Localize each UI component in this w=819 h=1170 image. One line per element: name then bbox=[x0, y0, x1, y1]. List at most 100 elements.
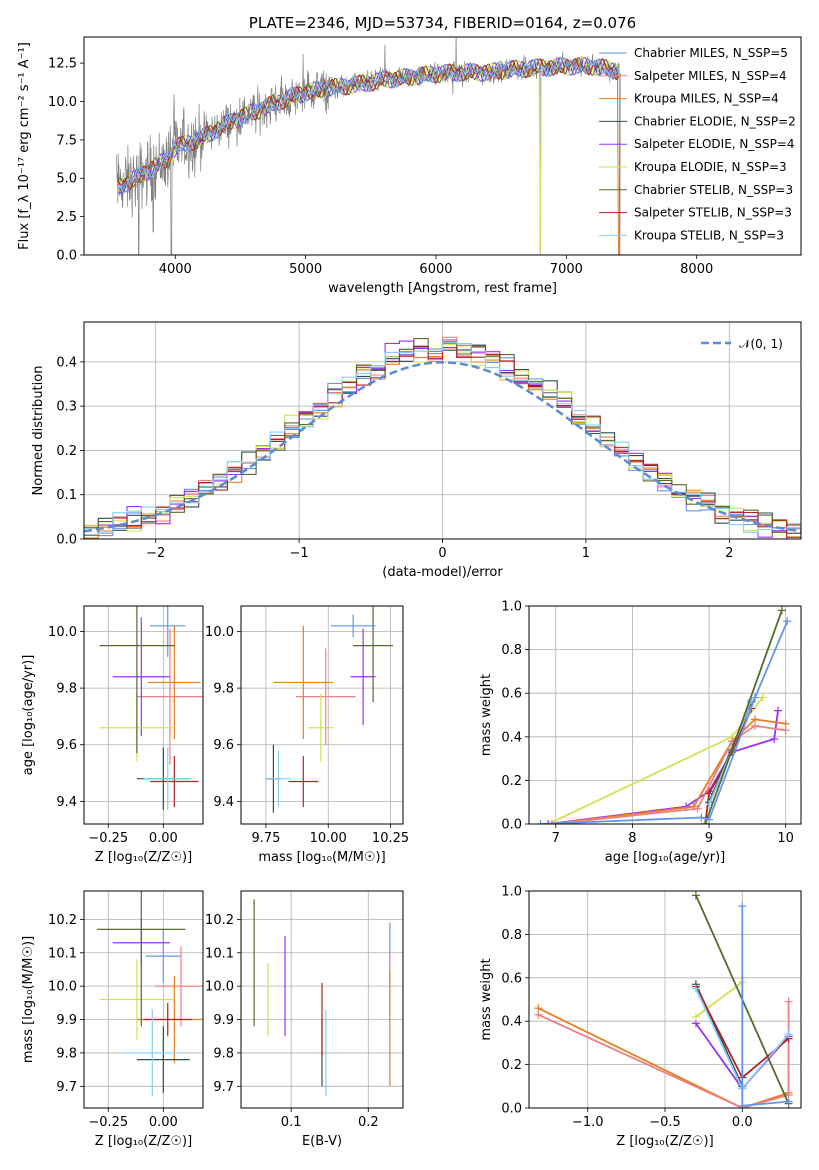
panel-spectrum: 4000 5000 6000 7000 8000 0.0 2.5 5.0 7.5 10.0 12.5… bbox=[17, 14, 802, 296]
legend-label: Salpeter MILES, N_SSP=4 bbox=[634, 69, 787, 83]
y-axis-label: Flux [f_λ 10⁻¹⁷ erg cm⁻² s⁻¹ A⁻¹] bbox=[17, 42, 32, 250]
plus-marker bbox=[738, 1101, 747, 1108]
y-tick-label: 0.0 bbox=[56, 533, 77, 548]
y-tick-label: 10.0 bbox=[205, 625, 234, 640]
y-tick-label: 10.0 bbox=[48, 980, 77, 995]
mass-weight-line bbox=[537, 1001, 790, 1108]
x-tick-label: 8000 bbox=[680, 262, 713, 277]
plus-marker bbox=[783, 617, 792, 626]
model-spectrum-line bbox=[117, 56, 619, 194]
axes-frame bbox=[83, 321, 802, 540]
y-tick-label: 9.4 bbox=[213, 795, 234, 810]
y-tick-label: 0.2 bbox=[56, 444, 77, 459]
y-tick-label: 10.0 bbox=[205, 980, 234, 995]
x-tick-label: −0.25 bbox=[88, 831, 128, 846]
plus-marker bbox=[738, 902, 747, 911]
model-spectrum-line bbox=[117, 56, 619, 255]
plus-marker bbox=[691, 891, 700, 900]
y-tick-label: 9.6 bbox=[213, 738, 234, 753]
errorbar-point bbox=[265, 750, 291, 808]
y-tick-label: 9.9 bbox=[213, 1013, 234, 1028]
axes-frame bbox=[528, 890, 802, 1109]
plot-area-mass_vs_ebv bbox=[253, 899, 391, 1097]
y-tick-label: 0.0 bbox=[56, 249, 77, 264]
errorbar-point bbox=[150, 606, 186, 657]
axes-frame bbox=[528, 605, 802, 825]
x-axis-label: Z [log₁₀(Z/Z☉)] bbox=[95, 1134, 192, 1149]
plus-marker bbox=[784, 1030, 793, 1039]
axes-frame bbox=[83, 36, 802, 256]
y-tick-label: 0.4 bbox=[501, 730, 522, 745]
errorbar-point bbox=[112, 617, 170, 737]
plus-marker bbox=[784, 997, 793, 1006]
plot-area-spectrum bbox=[116, 37, 622, 255]
y-tick-label: 10.2 bbox=[48, 913, 77, 928]
y-tick-label: 0.0 bbox=[501, 1102, 522, 1117]
plus-marker bbox=[751, 693, 760, 702]
legend-label: Kroupa STELIB, N_SSP=3 bbox=[634, 228, 784, 242]
y-axis-label: Normed distribution bbox=[31, 366, 46, 496]
panel-age_vs_Z: −0.25 0.00 9.4 9.6 9.8 10.0 Z [log₁₀(Z/Z☉)] age… bbox=[21, 605, 204, 865]
x-tick-label: −1.0 bbox=[572, 1115, 604, 1130]
x-tick-label: −1 bbox=[290, 546, 309, 561]
errorbar-point bbox=[136, 628, 203, 765]
errorbar-point bbox=[330, 614, 376, 638]
axes-frame bbox=[83, 890, 204, 1109]
x-tick-label: 10.00 bbox=[310, 831, 347, 846]
errorbar-point bbox=[288, 756, 319, 808]
y-tick-label: 0.1 bbox=[56, 488, 77, 503]
model-spectrum-line bbox=[117, 57, 619, 190]
y-tick-label: 7.5 bbox=[56, 133, 77, 148]
panel-mass_weight_vs_age: 7 8 9 10 0.0 0.2 0.4 0.6 0.8 1.0 age [log₁₀(age/yr… bbox=[479, 600, 802, 865]
plus-marker bbox=[691, 984, 700, 993]
plus-marker bbox=[705, 815, 714, 824]
errorbar-point bbox=[136, 1026, 190, 1093]
plus-marker bbox=[544, 820, 553, 824]
x-tick-label: 9 bbox=[705, 831, 713, 846]
plot-area-residuals bbox=[84, 336, 801, 539]
plus-marker bbox=[781, 726, 790, 735]
axes-frame bbox=[240, 605, 404, 825]
legend-label: Salpeter STELIB, N_SSP=3 bbox=[634, 206, 792, 220]
errorbar-point bbox=[295, 648, 356, 745]
x-axis-label: E(B-V) bbox=[302, 1134, 342, 1149]
errorbar-point bbox=[147, 625, 201, 740]
panel-mass_vs_Z: −0.25 0.00 9.7 9.8 9.9 10.0 10.1 10.2 Z [log₁₀(Z… bbox=[21, 890, 204, 1149]
legend: Chabrier MILES, N_SSP=5 Salpeter MILES, N… bbox=[599, 46, 796, 242]
y-tick-label: 0.8 bbox=[501, 928, 522, 943]
x-tick-label: −0.25 bbox=[88, 1115, 128, 1130]
legend-label: Kroupa ELODIE, N_SSP=3 bbox=[634, 160, 787, 174]
errorbar-point bbox=[99, 959, 175, 1040]
x-tick-label: 0.0 bbox=[732, 1115, 753, 1130]
y-tick-label: 1.0 bbox=[501, 600, 522, 615]
x-tick-label: 0.1 bbox=[281, 1115, 302, 1130]
plus-marker bbox=[693, 804, 702, 813]
y-tick-label: 0.6 bbox=[501, 687, 522, 702]
plus-marker bbox=[701, 820, 710, 824]
x-tick-label: 0.2 bbox=[358, 1115, 379, 1130]
x-tick-label: 9.75 bbox=[251, 831, 280, 846]
y-tick-label: 9.7 bbox=[56, 1080, 77, 1095]
y-tick-label: 9.4 bbox=[56, 795, 77, 810]
residual-histogram bbox=[84, 341, 801, 536]
plus-marker bbox=[774, 706, 783, 715]
plus-marker bbox=[751, 721, 760, 730]
errorbar-point bbox=[99, 606, 175, 754]
y-axis-label: mass [log₁₀(M/M☉)] bbox=[21, 936, 36, 1063]
panel-residuals: −2 −1 0 1 2 0.0 0.1 0.2 0.3 0.4 (data-model)/error… bbox=[31, 321, 802, 580]
panel-mass_vs_ebv: 0.1 0.2 9.7 9.8 9.9 10.0 10.1 10.2 E(B-V) bbox=[205, 890, 404, 1149]
y-axis-label: age [log₁₀(age/yr)] bbox=[21, 655, 36, 776]
plus-marker bbox=[534, 1010, 543, 1019]
x-tick-label: 5000 bbox=[289, 262, 322, 277]
y-tick-label: 1.0 bbox=[501, 885, 522, 900]
y-tick-label: 0.4 bbox=[501, 1015, 522, 1030]
y-tick-label: 10.0 bbox=[48, 625, 77, 640]
plus-marker bbox=[705, 789, 714, 798]
y-tick-label: 0.8 bbox=[501, 643, 522, 658]
errorbar-point bbox=[143, 1002, 192, 1037]
y-tick-label: 10.0 bbox=[48, 95, 77, 110]
y-tick-label: 9.6 bbox=[56, 738, 77, 753]
y-axis-label: mass weight bbox=[479, 958, 494, 1040]
legend-label: Chabrier STELIB, N_SSP=3 bbox=[634, 183, 793, 197]
y-tick-label: 12.5 bbox=[48, 57, 77, 72]
